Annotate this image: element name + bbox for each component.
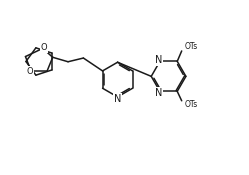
Text: O: O [41, 43, 47, 52]
Text: OTs: OTs [185, 100, 198, 109]
Text: OTs: OTs [185, 42, 198, 51]
Text: N: N [155, 55, 162, 65]
Text: O: O [27, 67, 33, 76]
Text: N: N [155, 88, 162, 98]
Text: N: N [114, 94, 121, 104]
